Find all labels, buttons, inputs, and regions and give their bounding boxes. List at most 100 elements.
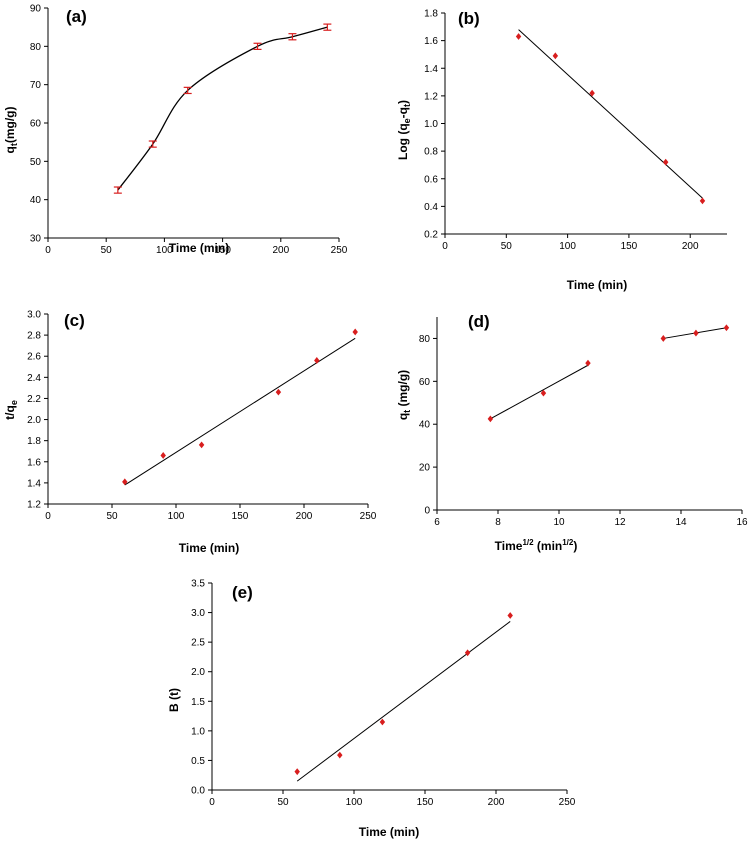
- chart-d: (d) Time1/2 (min1/2) qt (mg/g) 6 8 10 12 14 1…: [396, 312, 748, 553]
- y-tick-label: 50: [30, 157, 42, 168]
- y-axis-label-d: qt (mg/g): [396, 370, 412, 420]
- x-tick-label: 50: [501, 241, 513, 252]
- x-axis-label-a: Time (min): [169, 241, 229, 255]
- x-tick-label: 0: [442, 241, 448, 252]
- x-tick-label: 14: [675, 517, 687, 528]
- x-tick-label: 200: [682, 241, 699, 252]
- y-tick-label: 0.6: [424, 174, 438, 185]
- data-point: [464, 649, 471, 657]
- data-point: [294, 768, 300, 776]
- panel-label-b: (b): [458, 9, 480, 28]
- y-tick-label: 60: [419, 377, 431, 388]
- panel-label-a: (a): [66, 7, 87, 26]
- x-tick-label: 100: [168, 511, 185, 522]
- x-tick-label: 150: [417, 797, 434, 808]
- y-tick-label: 1.5: [191, 697, 205, 708]
- x-tick-label: 100: [559, 241, 576, 252]
- x-tick-label: 200: [488, 797, 505, 808]
- y-tick-label: 0.0: [191, 786, 205, 797]
- x-tick-label: 50: [101, 245, 113, 256]
- x-tick-label: 16: [736, 517, 748, 528]
- panel-label-c: (c): [64, 311, 85, 330]
- data-point: [507, 612, 513, 619]
- x-tick-label: 0: [209, 797, 215, 808]
- y-tick-label: 0.2: [424, 230, 438, 241]
- data-point: [723, 324, 730, 332]
- data-point: [693, 329, 699, 337]
- y-tick-label: 40: [419, 420, 431, 431]
- chart-e: (e) Time (min) B (t) 0 50 100 150 200 250 0.0 0…: [167, 579, 576, 840]
- x-tick-label: 250: [360, 511, 377, 522]
- x-axis-label-e: Time (min): [359, 825, 419, 839]
- x-tick-label: 250: [559, 797, 576, 808]
- y-tick-label: 40: [30, 195, 42, 206]
- x-tick-label: 8: [495, 517, 501, 528]
- y-tick-label: 2.5: [191, 638, 205, 649]
- y-tick-label: 1.0: [424, 119, 438, 130]
- x-axis-label-b: Time (min): [567, 278, 627, 292]
- y-tick-label: 1.4: [424, 64, 438, 75]
- chart-b: (b) Time (min) Log (qe-qt) 0 50 100 150 200 0…: [396, 9, 727, 292]
- fit-line: [296, 621, 511, 782]
- x-tick-label: 150: [214, 245, 231, 256]
- x-tick-label: 50: [277, 797, 289, 808]
- data-point: [160, 452, 166, 459]
- y-tick-label: 1.4: [27, 478, 41, 489]
- data-point: [660, 335, 667, 342]
- y-tick-label: 2.2: [27, 394, 41, 405]
- chart-a: (a) Time (min) qt(mg/g) 0 50 100 150 200 250 3…: [3, 4, 348, 257]
- chart-c: (c) Time (min) t/qe 0 50 100 150 200 250 1.2 1.…: [3, 310, 377, 556]
- y-tick-label: 2.8: [27, 331, 41, 342]
- x-tick-label: 6: [434, 517, 440, 528]
- y-tick-label: 80: [419, 334, 431, 345]
- y-tick-label: 3.0: [27, 310, 41, 321]
- data-point: [198, 441, 205, 449]
- y-tick-label: 60: [30, 119, 42, 130]
- y-tick-label: 30: [30, 234, 42, 245]
- y-tick-label: 1.8: [27, 436, 41, 447]
- y-tick-label: 90: [30, 4, 42, 15]
- y-tick-label: 3.0: [191, 608, 205, 619]
- y-axis-label-c: t/qe: [3, 400, 19, 420]
- y-tick-label: 3.5: [191, 579, 205, 590]
- y-axis-label-b: Log (qe-qt): [396, 100, 412, 160]
- y-tick-label: 80: [30, 42, 42, 53]
- x-tick-label: 0: [45, 511, 51, 522]
- x-tick-label: 12: [614, 517, 626, 528]
- data-point: [275, 388, 282, 396]
- data-point: [589, 89, 595, 97]
- fit-line: [490, 364, 589, 420]
- y-tick-label: 1.8: [424, 9, 438, 20]
- data-point: [699, 197, 706, 205]
- data-point: [515, 33, 522, 40]
- y-tick-label: 1.6: [424, 36, 438, 47]
- data-point: [337, 751, 343, 759]
- y-tick-label: 1.6: [27, 457, 41, 468]
- data-point: [122, 478, 128, 486]
- data-point: [487, 415, 494, 423]
- x-tick-label: 150: [621, 241, 638, 252]
- x-tick-label: 50: [106, 511, 118, 522]
- data-point: [314, 357, 320, 364]
- y-tick-label: 2.4: [27, 373, 41, 384]
- fit-line: [518, 29, 703, 199]
- y-axis-label-a: qt(mg/g): [3, 106, 19, 153]
- panel-label-e: (e): [232, 583, 253, 602]
- data-point: [540, 389, 547, 397]
- y-tick-label: 70: [30, 80, 42, 91]
- x-tick-label: 100: [156, 245, 173, 256]
- x-tick-label: 10: [553, 517, 565, 528]
- data-point: [379, 718, 386, 726]
- x-tick-label: 150: [232, 511, 249, 522]
- series-curve: [117, 26, 328, 191]
- y-tick-label: 2.6: [27, 352, 41, 363]
- panel-label-d: (d): [468, 312, 490, 331]
- y-tick-label: 1.2: [27, 500, 41, 511]
- x-axis-label-d: Time1/2 (min1/2): [495, 538, 578, 553]
- x-tick-label: 100: [346, 797, 363, 808]
- data-point: [662, 158, 669, 166]
- x-tick-label: 200: [272, 245, 289, 256]
- x-tick-label: 200: [296, 511, 313, 522]
- data-point: [352, 328, 358, 336]
